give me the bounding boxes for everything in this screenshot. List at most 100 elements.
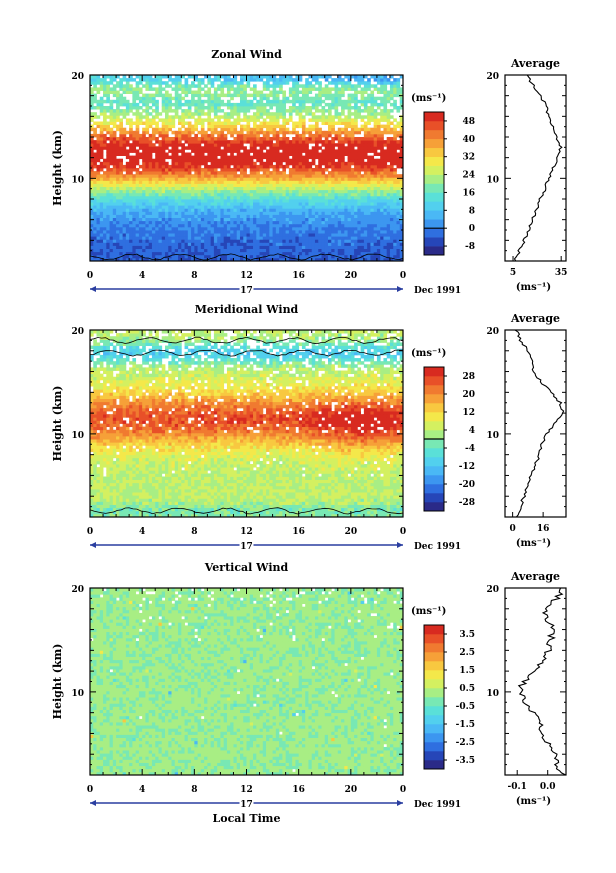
heatmap-cell <box>138 186 143 191</box>
heatmap-cell <box>380 254 384 259</box>
heatmap-cell <box>279 137 283 141</box>
heatmap-cell <box>142 161 146 166</box>
heatmap-cell <box>328 140 332 144</box>
heatmap-cell <box>373 161 378 166</box>
heatmap-cell <box>262 208 267 212</box>
heatmap-cell <box>184 84 189 88</box>
heatmap-cell <box>103 171 107 175</box>
heatmap-cell <box>253 106 257 110</box>
heatmap-cell <box>298 251 303 256</box>
heatmap-cell <box>109 112 114 116</box>
heatmap-cell <box>171 217 176 222</box>
heatmap-cell <box>295 96 300 101</box>
heatmap-cell <box>233 217 238 222</box>
heatmap-cell <box>328 189 332 194</box>
heatmap-cell <box>207 254 212 259</box>
heatmap-cell <box>396 183 401 187</box>
heatmap-cell <box>344 257 348 262</box>
heatmap-cell <box>383 199 388 203</box>
heatmap-cell <box>90 115 94 119</box>
heatmap-cell <box>321 171 326 175</box>
heatmap-cell <box>148 168 153 172</box>
heatmap-cell <box>103 254 107 259</box>
heatmap-cell <box>321 155 326 160</box>
heatmap-cell <box>135 96 140 101</box>
heatmap-cell <box>93 140 97 144</box>
heatmap-cell <box>311 174 316 178</box>
heatmap-cell <box>314 192 319 197</box>
heatmap-cell <box>178 223 182 228</box>
heatmap-cell <box>171 236 176 240</box>
heatmap-cell <box>230 161 234 166</box>
heatmap-cell <box>213 90 218 94</box>
heatmap-cell <box>125 161 130 166</box>
heatmap-cell <box>354 211 358 215</box>
heatmap-cell <box>112 115 117 119</box>
heatmap-cell <box>367 205 371 209</box>
heatmap-cell <box>295 180 300 184</box>
heatmap-cell <box>376 180 381 184</box>
heatmap-cell <box>194 239 198 243</box>
heatmap-cell <box>174 239 179 243</box>
heatmap-cell <box>373 146 378 150</box>
heatmap-cell <box>210 140 215 144</box>
heatmap-cell <box>341 223 345 228</box>
heatmap-cell <box>90 81 94 85</box>
heatmap-cell <box>328 161 332 166</box>
heatmap-cell <box>178 143 182 147</box>
heatmap-cell <box>266 155 270 160</box>
heatmap-cell <box>314 87 319 91</box>
heatmap-cell <box>373 177 378 181</box>
heatmap-cell <box>311 220 316 225</box>
heatmap-cell <box>305 164 309 169</box>
heatmap-cell <box>393 245 397 249</box>
heatmap-cell <box>363 220 368 225</box>
heatmap-cell <box>184 242 189 246</box>
heatmap-cell <box>389 233 394 237</box>
heatmap-cell <box>350 143 355 147</box>
heatmap-cell <box>210 174 215 178</box>
heatmap-cell <box>223 177 228 181</box>
heatmap-cell <box>269 146 273 150</box>
heatmap-cell <box>135 220 140 225</box>
heatmap-cell <box>324 121 329 125</box>
heatmap-cell <box>106 115 110 119</box>
heatmap-cell <box>161 106 166 110</box>
heatmap-cell <box>279 115 283 119</box>
heatmap-cell <box>125 112 130 116</box>
heatmap-cell <box>311 251 316 256</box>
heatmap-cell <box>122 96 127 101</box>
heatmap-cell <box>318 177 322 181</box>
heatmap-cell <box>357 140 362 144</box>
heatmap-cell <box>318 208 322 212</box>
heatmap-cell <box>93 208 97 212</box>
heatmap-cell <box>197 164 202 169</box>
heatmap-cell <box>119 236 123 240</box>
heatmap-cell <box>181 189 185 194</box>
heatmap-cell <box>239 84 244 88</box>
heatmap-cell <box>337 177 342 181</box>
heatmap-cell <box>370 217 375 222</box>
heatmap-cell <box>213 180 218 184</box>
heatmap-cell <box>253 112 257 116</box>
heatmap-cell <box>328 149 332 153</box>
heatmap-cell <box>259 257 264 262</box>
heatmap-cell <box>191 233 195 237</box>
heatmap-cell <box>301 202 306 206</box>
heatmap-cell <box>363 205 368 209</box>
heatmap-cell <box>253 248 257 253</box>
heatmap-cell <box>236 121 241 125</box>
heatmap-cell <box>204 220 208 225</box>
heatmap-cell <box>354 109 358 113</box>
heatmap-cell <box>161 257 166 262</box>
heatmap-cell <box>135 211 140 215</box>
heatmap-cell <box>328 127 332 132</box>
heatmap-cell <box>350 186 355 191</box>
heatmap-cell <box>207 217 212 222</box>
heatmap-cell <box>90 180 94 184</box>
heatmap-cell <box>376 230 381 234</box>
heatmap-cell <box>200 146 205 150</box>
heatmap-cell <box>324 158 329 163</box>
heatmap-cell <box>354 183 358 187</box>
heatmap-cell <box>393 257 397 262</box>
